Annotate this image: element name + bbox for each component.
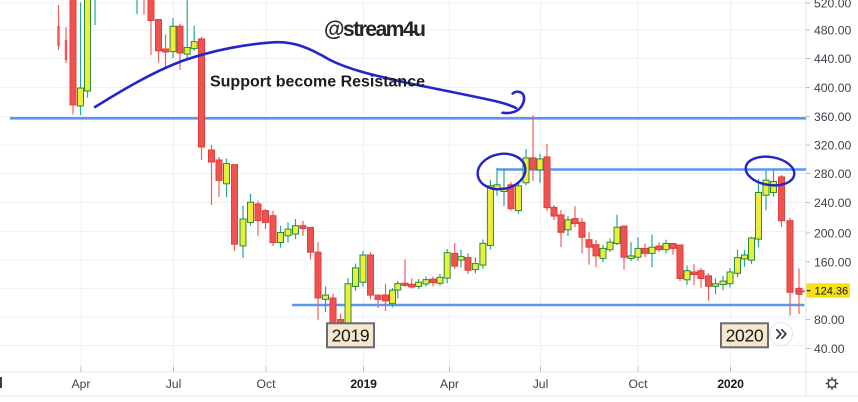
svg-text:160.00: 160.00 <box>814 255 851 269</box>
svg-text:2020: 2020 <box>726 326 764 346</box>
svg-text:360.00: 360.00 <box>814 110 851 124</box>
svg-text:Support become Resistance: Support become Resistance <box>210 74 425 91</box>
svg-text:480.00: 480.00 <box>814 23 851 37</box>
svg-text:2020: 2020 <box>717 377 744 391</box>
svg-text:2019: 2019 <box>332 326 370 346</box>
svg-text:440.00: 440.00 <box>814 52 851 66</box>
svg-text:Apr: Apr <box>72 377 91 391</box>
svg-text:2019: 2019 <box>350 377 377 391</box>
svg-text:@stream4u: @stream4u <box>324 18 426 41</box>
svg-text:Apr: Apr <box>440 377 459 391</box>
svg-text:240.00: 240.00 <box>814 196 851 210</box>
svg-text:124.36: 124.36 <box>815 285 849 297</box>
svg-text:320.00: 320.00 <box>814 138 851 152</box>
svg-text:400.00: 400.00 <box>814 81 851 95</box>
svg-text:200.00: 200.00 <box>814 226 851 240</box>
svg-text:80.00: 80.00 <box>814 313 845 327</box>
svg-text:40.00: 40.00 <box>814 342 845 356</box>
svg-text:280.00: 280.00 <box>814 167 851 181</box>
svg-text:Oct: Oct <box>629 377 649 391</box>
svg-text:Oct: Oct <box>257 377 277 391</box>
svg-text:Jul: Jul <box>166 377 182 391</box>
svg-text:Jul: Jul <box>533 377 549 391</box>
svg-text:520.00: 520.00 <box>814 0 851 10</box>
